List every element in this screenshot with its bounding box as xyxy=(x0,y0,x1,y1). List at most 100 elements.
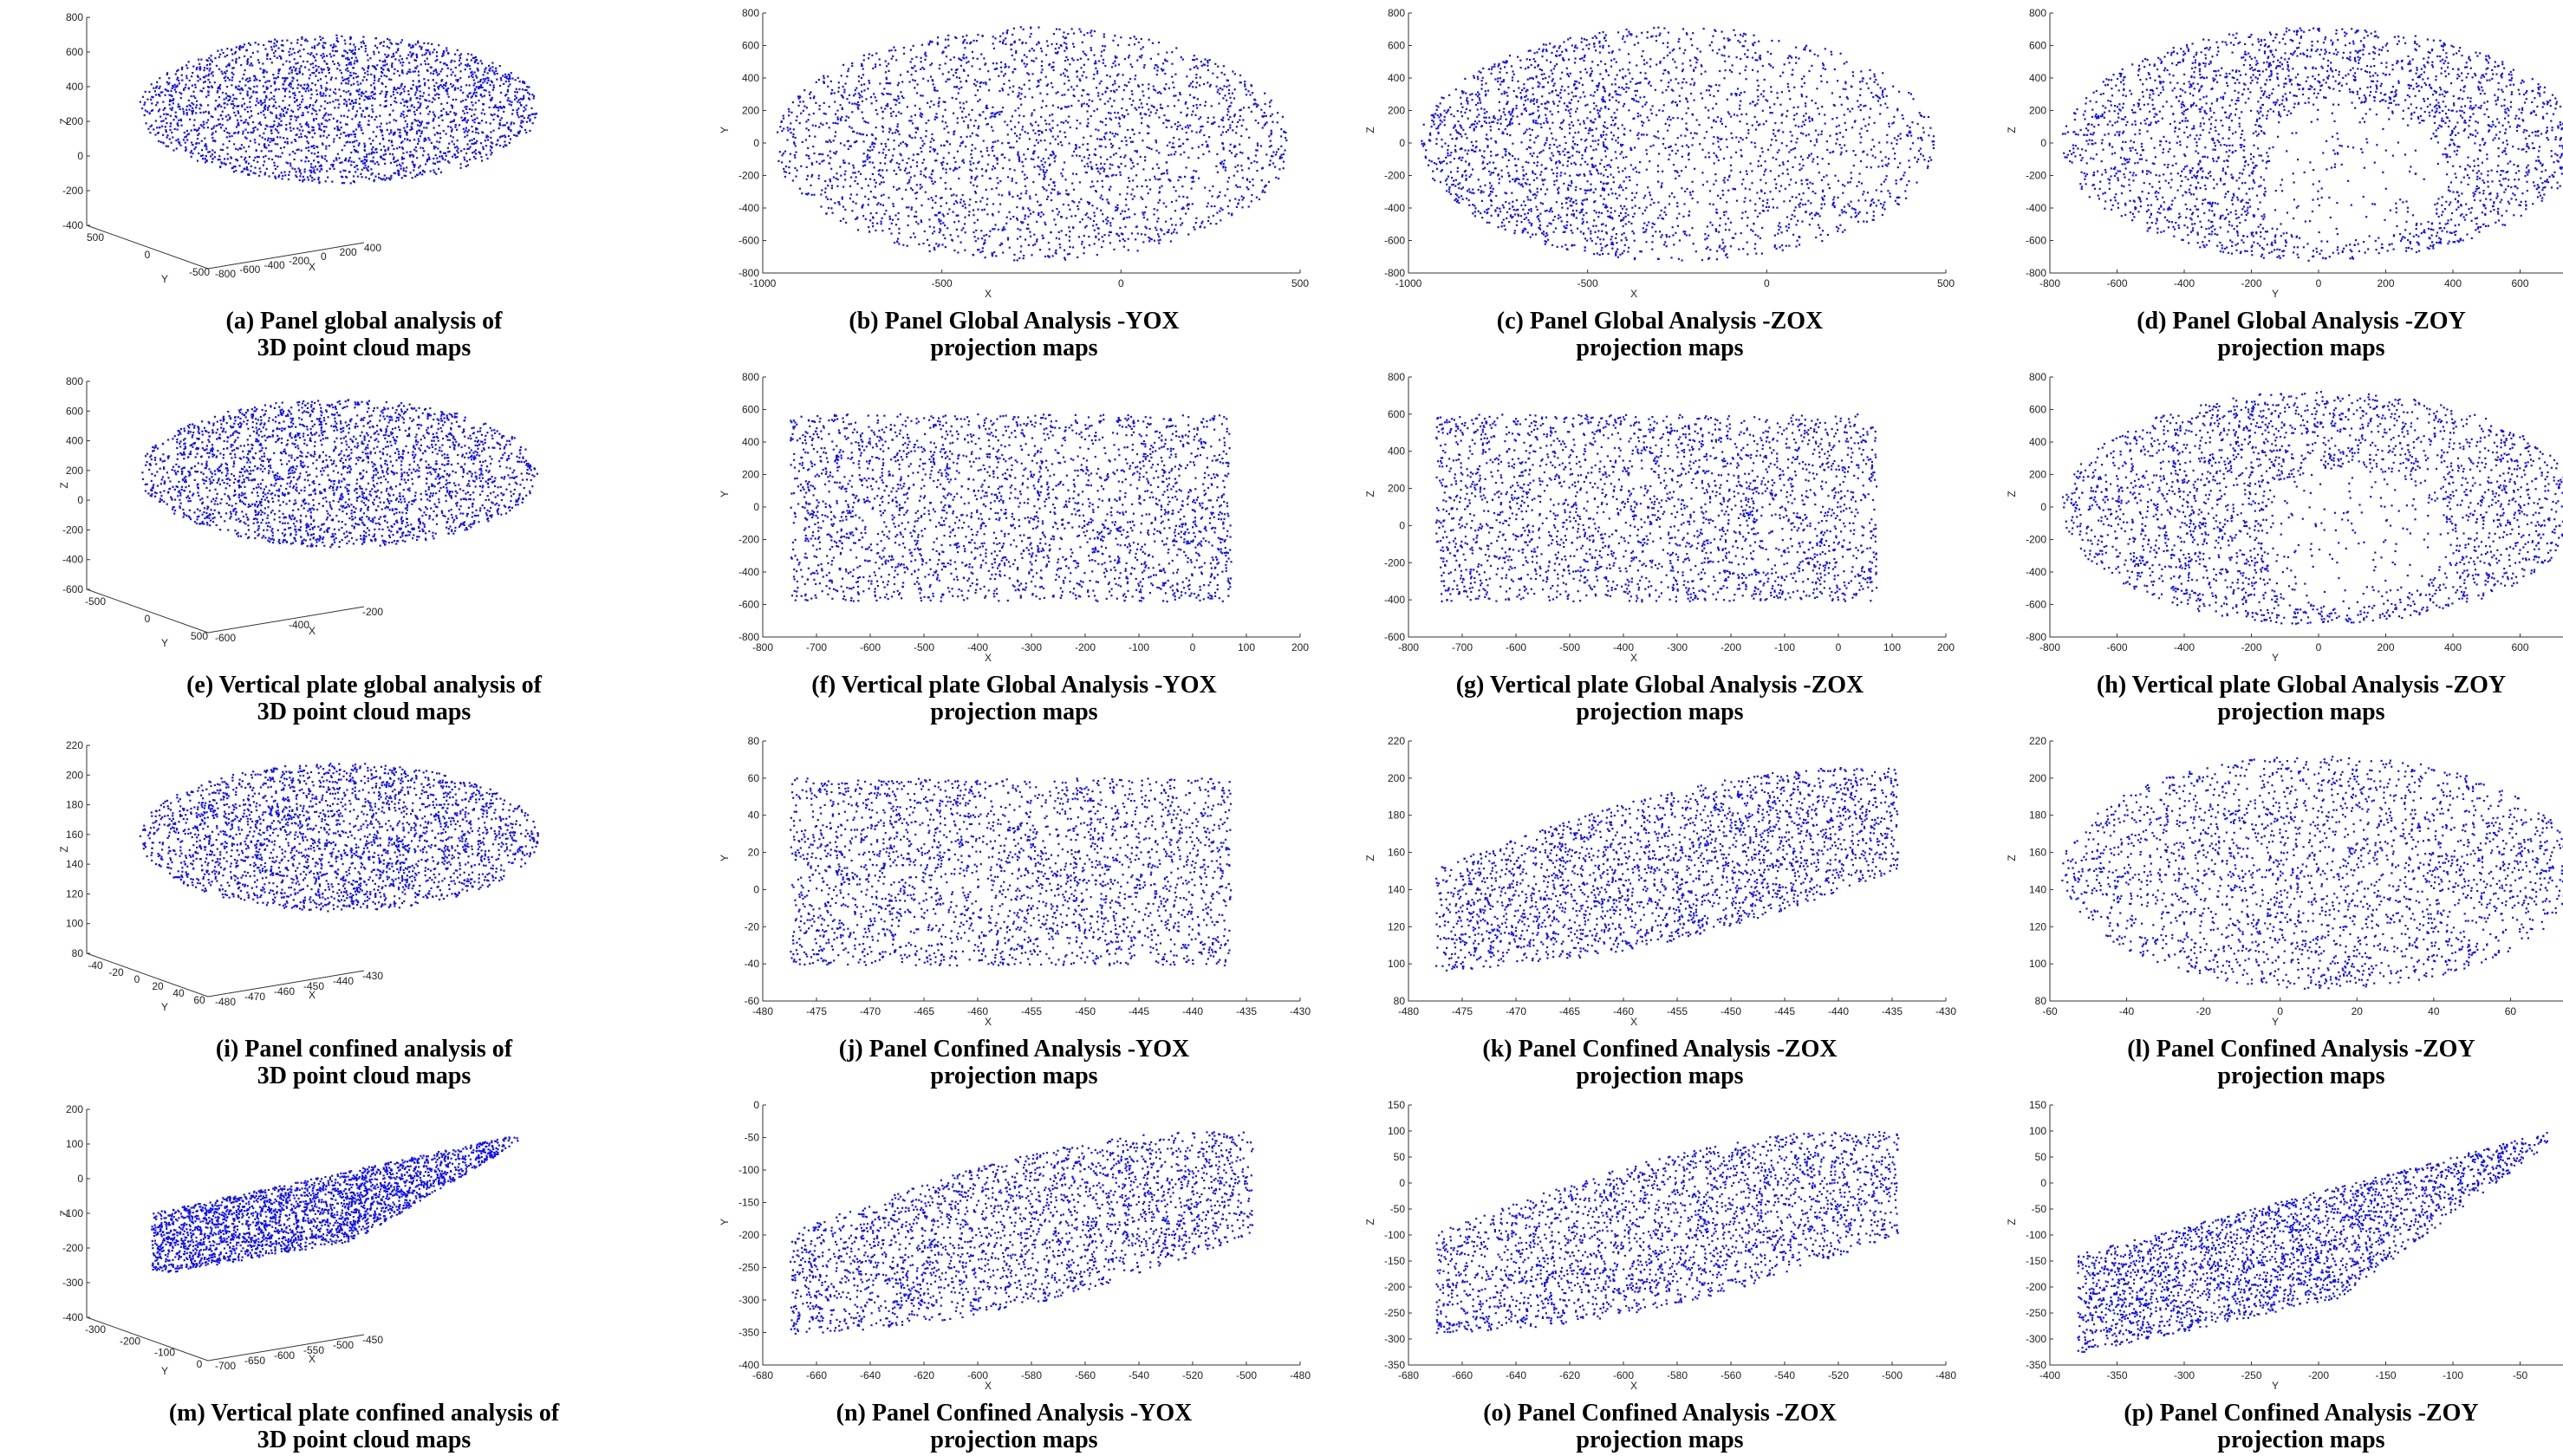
scatter-point xyxy=(859,94,861,96)
scatter-point xyxy=(423,78,425,80)
scatter-point xyxy=(1116,209,1118,211)
scatter-point xyxy=(1157,179,1159,180)
scatter-point xyxy=(1248,107,1250,108)
scatter-point xyxy=(876,204,878,205)
scatter-point xyxy=(912,189,914,191)
scatter-point xyxy=(452,120,453,122)
scatter-point xyxy=(870,191,872,192)
scatter-point xyxy=(1103,62,1104,64)
scatter-point xyxy=(315,89,317,91)
scatter-point xyxy=(298,91,300,93)
scatter-point xyxy=(1109,224,1111,226)
scatter-point xyxy=(1096,191,1097,192)
scatter-point xyxy=(1180,224,1181,226)
scatter-point xyxy=(948,78,950,80)
scatter-point xyxy=(815,125,816,127)
scatter-point xyxy=(1120,156,1122,158)
scatter-point xyxy=(1096,254,1098,256)
scatter-point xyxy=(1104,91,1106,93)
scatter-point xyxy=(524,107,525,108)
scatter-point xyxy=(882,127,884,128)
scatter-point xyxy=(191,141,192,143)
scatter-point xyxy=(280,120,282,122)
scatter-point xyxy=(364,72,366,74)
scatter-point xyxy=(834,202,836,204)
scatter-point xyxy=(464,136,465,138)
scatter-point xyxy=(466,121,468,123)
scatter-point xyxy=(1122,210,1123,211)
scatter-point xyxy=(1285,137,1286,139)
scatter-point xyxy=(178,120,179,121)
scatter-point xyxy=(504,74,506,75)
scatter-point xyxy=(244,108,246,110)
scatter-point xyxy=(322,45,323,47)
scatter-point xyxy=(1195,74,1197,75)
scatter-point xyxy=(163,109,165,111)
scatter-point xyxy=(397,43,399,45)
scatter-point xyxy=(1002,32,1004,34)
scatter-point xyxy=(986,234,987,236)
scatter-point xyxy=(830,168,832,170)
scatter-point xyxy=(270,133,272,134)
scatter-point xyxy=(890,49,892,51)
scatter-point xyxy=(991,188,992,190)
scatter-point xyxy=(378,80,380,81)
scatter-point xyxy=(354,140,355,142)
scatter-point xyxy=(533,97,535,99)
scatter-point xyxy=(1052,136,1054,138)
z-axis-label: Z xyxy=(58,118,70,124)
scatter-point xyxy=(238,85,240,87)
scatter-point xyxy=(268,41,270,42)
scatter-point xyxy=(1065,43,1067,45)
scatter-point xyxy=(1007,94,1009,95)
scatter-point xyxy=(1217,89,1219,91)
scatter-point xyxy=(1008,66,1010,68)
scatter-point xyxy=(219,88,221,89)
scatter-point xyxy=(1236,126,1238,127)
scatter-point xyxy=(318,72,320,74)
scatter-point xyxy=(504,76,506,78)
scatter-point xyxy=(373,131,374,133)
scatter-point xyxy=(324,155,326,157)
scatter-point xyxy=(1064,136,1066,138)
scatter-point xyxy=(335,157,337,159)
scatter-point xyxy=(1201,221,1203,223)
scatter-point xyxy=(291,80,293,81)
scatter-point xyxy=(1098,238,1100,240)
scatter-point xyxy=(907,158,909,159)
scatter-point xyxy=(520,104,522,106)
scatter-point xyxy=(968,205,970,206)
scatter-point xyxy=(192,91,194,93)
scatter-point xyxy=(222,111,224,113)
scatter-point xyxy=(1129,44,1130,46)
scatter-point xyxy=(218,119,219,120)
scatter-point xyxy=(934,181,936,183)
scatter-point xyxy=(429,51,431,53)
scatter-point xyxy=(1241,169,1243,171)
scatter-point xyxy=(282,153,283,154)
scatter-point xyxy=(1016,218,1018,219)
scatter-point xyxy=(368,95,370,97)
scatter-point xyxy=(395,160,397,162)
scatter-point xyxy=(510,123,511,125)
scatter-point xyxy=(264,108,266,110)
scatter-point xyxy=(881,111,883,113)
scatter-point xyxy=(945,81,946,82)
scatter-point xyxy=(1215,166,1217,167)
scatter-point xyxy=(911,209,913,211)
scatter-point xyxy=(308,160,309,162)
scatter-point xyxy=(268,145,270,146)
scatter-point xyxy=(191,156,192,158)
scatter-point xyxy=(457,88,459,89)
scatter-point xyxy=(159,108,160,110)
scatter-point xyxy=(361,169,363,171)
scatter-point xyxy=(233,133,235,134)
scatter-point xyxy=(279,68,281,70)
scatter-point xyxy=(464,148,465,150)
scatter-point xyxy=(367,74,368,75)
scatter-point xyxy=(145,91,146,93)
scatter-point xyxy=(805,127,807,129)
scatter-point xyxy=(1253,160,1255,162)
scatter-point xyxy=(378,173,380,175)
scatter-point xyxy=(497,73,498,75)
